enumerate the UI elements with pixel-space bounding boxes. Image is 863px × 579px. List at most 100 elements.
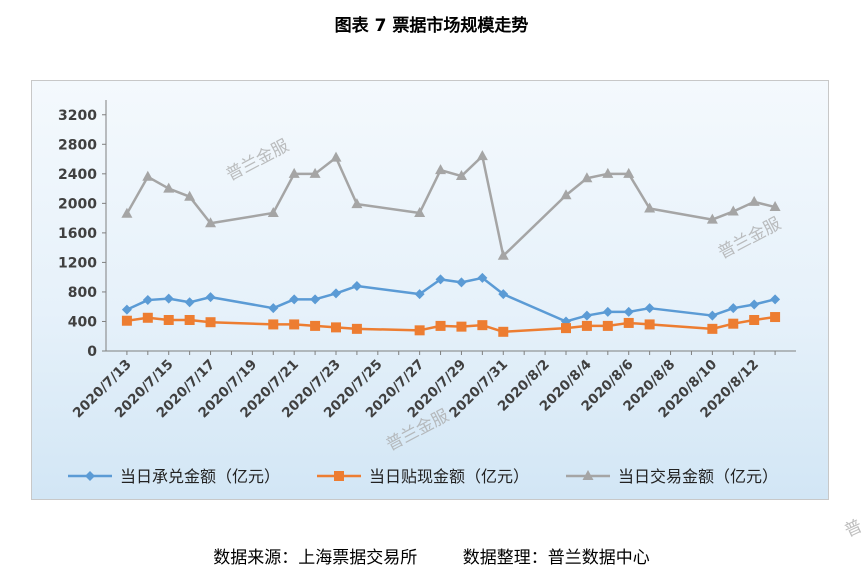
- data-point: [142, 170, 154, 181]
- data-point: [455, 170, 467, 181]
- plot-area: 普兰金服 普兰金服 普兰金服 0 400 800 1200 1600 2000 2400 2800…: [31, 80, 829, 500]
- data-point: [310, 320, 321, 331]
- data-point: [205, 292, 216, 303]
- data-point: [748, 195, 760, 206]
- watermark: 普兰金服: [223, 136, 292, 186]
- data-point: [267, 206, 279, 217]
- data-point: [477, 320, 488, 331]
- data-point: [602, 306, 613, 317]
- legend-label: 当日交易金额（亿元）: [618, 467, 778, 486]
- legend-item: 当日贴现金额（亿元）: [317, 467, 529, 486]
- data-point: [707, 323, 718, 334]
- data-point: [331, 288, 341, 299]
- legend-label: 当日承兑金额（亿元）: [120, 467, 280, 486]
- watermark-corner: 普: [842, 516, 863, 541]
- data-point: [289, 319, 300, 330]
- data-point: [435, 320, 446, 331]
- data-point: [351, 198, 363, 209]
- data-point: [602, 167, 614, 178]
- data-point: [163, 293, 174, 304]
- data-point: [560, 189, 572, 200]
- data-point: [414, 325, 425, 336]
- y-tick-label: 1200: [58, 255, 97, 271]
- data-point: [435, 274, 446, 285]
- chart-title: 图表 7 票据市场规模走势: [334, 16, 529, 36]
- legend-item: 当日交易金额（亿元）: [566, 467, 778, 486]
- data-point: [581, 310, 592, 321]
- data-point: [498, 326, 509, 337]
- data-point: [477, 272, 488, 283]
- data-point: [770, 312, 781, 323]
- y-tick-label: 3200: [58, 108, 97, 124]
- y-tick-label: 2000: [58, 196, 97, 212]
- data-point: [498, 289, 509, 300]
- data-point: [770, 294, 781, 305]
- data-point: [330, 151, 342, 162]
- data-point: [184, 297, 195, 308]
- source-line: 数据来源：上海票据交易所 数据整理：普兰数据中心: [0, 543, 863, 568]
- series-line: [126, 276, 776, 323]
- data-point: [728, 318, 739, 329]
- legend-marker: [85, 471, 95, 481]
- series-1: [121, 312, 781, 337]
- data-point: [435, 164, 447, 175]
- y-tick-label: 800: [68, 285, 97, 301]
- data-point: [581, 320, 592, 331]
- data-point: [456, 321, 467, 332]
- data-arranged-by: 数据整理：普兰数据中心: [462, 548, 650, 568]
- data-point: [644, 202, 656, 213]
- watermark: 普兰金服: [715, 214, 784, 264]
- data-point: [351, 323, 362, 334]
- series-0: [121, 272, 781, 327]
- series-line: [125, 154, 776, 258]
- data-point: [749, 314, 760, 325]
- data-point: [728, 303, 739, 314]
- legend-item: 当日承兑金额（亿元）: [68, 467, 280, 486]
- data-point: [205, 317, 216, 328]
- data-point: [476, 150, 488, 161]
- data-source: 数据来源：上海票据交易所: [213, 548, 418, 568]
- data-point: [205, 217, 217, 228]
- data-point: [289, 294, 300, 305]
- y-tick-label: 0: [87, 344, 97, 360]
- data-point: [414, 289, 425, 300]
- legend-marker: [582, 470, 594, 480]
- data-point: [456, 277, 467, 288]
- data-point: [623, 306, 634, 317]
- series-2: [121, 150, 781, 260]
- data-point: [121, 304, 132, 315]
- data-point: [707, 310, 718, 321]
- data-point: [288, 167, 300, 178]
- data-point: [749, 299, 760, 310]
- data-point: [623, 167, 635, 178]
- y-tick-label: 400: [68, 314, 97, 330]
- data-point: [497, 249, 509, 260]
- data-point: [414, 206, 426, 217]
- data-point: [623, 317, 634, 328]
- data-point: [184, 190, 196, 201]
- data-point: [309, 167, 321, 178]
- data-point: [727, 205, 739, 216]
- data-point: [581, 172, 593, 183]
- data-point: [121, 315, 132, 326]
- data-point: [706, 213, 718, 224]
- data-point: [142, 312, 153, 323]
- data-point: [351, 281, 362, 292]
- data-point: [310, 294, 321, 305]
- data-point: [561, 323, 571, 334]
- data-point: [644, 319, 655, 330]
- data-point: [121, 207, 133, 218]
- data-point: [644, 303, 655, 314]
- data-point: [268, 303, 279, 314]
- data-point: [163, 182, 175, 193]
- data-point: [142, 295, 153, 306]
- legend-label: 当日贴现金额（亿元）: [369, 467, 529, 486]
- data-point: [769, 201, 781, 212]
- y-tick-label: 2400: [58, 167, 97, 183]
- data-point: [184, 314, 195, 325]
- y-tick-label: 1600: [58, 226, 97, 242]
- data-point: [268, 319, 279, 330]
- data-point: [602, 320, 613, 331]
- series-line: [126, 315, 776, 334]
